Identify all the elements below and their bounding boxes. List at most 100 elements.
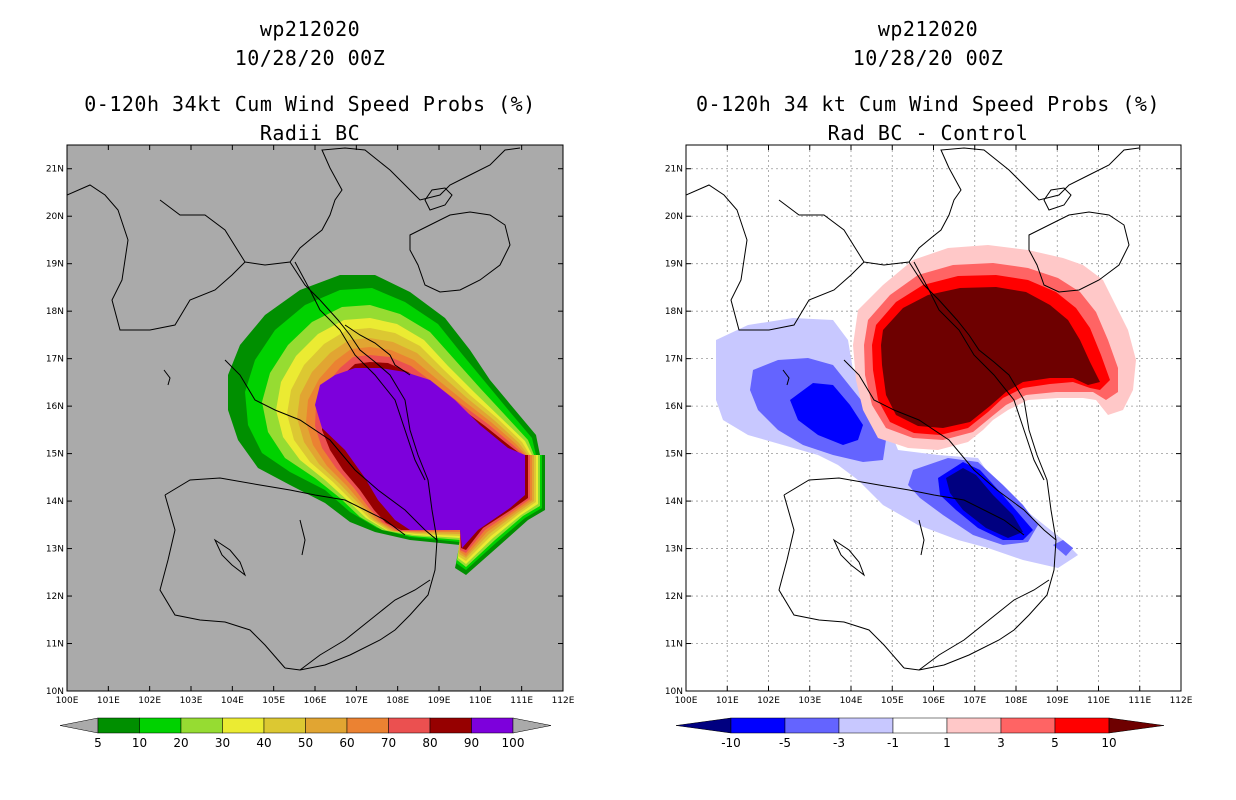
y-tick-label: 12N — [46, 592, 64, 602]
colorbar-label: -3 — [833, 736, 845, 750]
x-tick-label: 108E — [1005, 696, 1028, 706]
colorbar-label: 50 — [298, 736, 313, 750]
left-title-subtitle: Radii BC — [259, 121, 361, 145]
colorbar-label: 10 — [1101, 736, 1116, 750]
colorbar-swatch — [1000, 717, 1056, 734]
colorbar-swatch — [471, 717, 514, 734]
colorbar-swatch — [222, 717, 265, 734]
x-tick-label: 100E — [675, 696, 698, 706]
y-tick-label: 20N — [665, 212, 683, 222]
y-tick-label: 21N — [665, 165, 683, 175]
right-title-storm-id: wp212020 — [877, 17, 979, 41]
x-tick-label: 112E — [1170, 696, 1193, 706]
y-tick-label: 10N — [665, 687, 683, 697]
y-tick-label: 16N — [665, 402, 683, 412]
contour-90 — [315, 368, 525, 548]
x-tick-label: 110E — [469, 696, 492, 706]
right-title-product: 0-120h 34 kt Cum Wind Speed Probs (%) — [695, 92, 1161, 116]
colorbar-swatch — [946, 717, 1002, 734]
colorbar-label: -10 — [721, 736, 741, 750]
y-tick-label: 17N — [665, 355, 683, 365]
x-tick-label: 104E — [221, 696, 244, 706]
diff-neg-10 — [946, 468, 1023, 538]
diff-neg-3c — [1053, 540, 1073, 556]
x-tick-label: 111E — [1128, 696, 1151, 706]
colorbar-label: 100 — [502, 736, 525, 750]
colorbar-label: 40 — [256, 736, 271, 750]
x-tick-label: 103E — [180, 696, 203, 706]
colorbar-label: 90 — [464, 736, 479, 750]
left-coastline — [67, 147, 521, 671]
left-title-product: 0-120h 34kt Cum Wind Speed Probs (%) — [84, 92, 536, 116]
y-tick-label: 13N — [46, 545, 64, 555]
colorbar-label: -5 — [779, 736, 791, 750]
colorbar-swatch — [838, 717, 894, 734]
x-tick-label: 105E — [881, 696, 904, 706]
right-chart-title: wp212020 10/28/20 00Z 0-120h 34 kt Cum W… — [628, 15, 1228, 148]
x-tick-label: 107E — [345, 696, 368, 706]
y-tick-label: 12N — [665, 592, 683, 602]
colorbar-label: 10 — [132, 736, 147, 750]
colorbar-swatch — [263, 717, 306, 734]
right-axes: 100E 101E 102E 103E 104E 105E 106E 107E 108E 109E… — [665, 145, 1193, 706]
x-tick-label: 105E — [262, 696, 285, 706]
right-difference-map: 100E 101E 102E 103E 104E 105E 106E 107E 108E 109E… — [665, 144, 1193, 750]
right-title-subtitle: Rad BC - Control — [827, 121, 1029, 145]
colorbar-high-arrow — [1108, 717, 1165, 734]
x-tick-label: 108E — [386, 696, 409, 706]
left-title-date: 10/28/20 00Z — [234, 46, 386, 70]
y-tick-label: 11N — [665, 640, 683, 650]
y-tick-label: 15N — [46, 450, 64, 460]
left-probability-map: 100E 101E 102E 103E 104E 105E 106E 107E 108E 109E… — [46, 144, 575, 750]
left-colorbar: 5 10 20 30 40 50 60 70 80 90 100 — [59, 717, 552, 750]
colorbar-swatch — [730, 717, 786, 734]
x-tick-label: 100E — [56, 696, 79, 706]
y-tick-label: 19N — [665, 260, 683, 270]
colorbar-swatch — [388, 717, 431, 734]
x-tick-label: 112E — [552, 696, 575, 706]
colorbar-label: 5 — [1051, 736, 1059, 750]
x-tick-label: 109E — [428, 696, 451, 706]
diff-neg-5 — [790, 383, 863, 445]
right-coastline — [686, 147, 1140, 671]
x-tick-label: 102E — [757, 696, 780, 706]
colorbar-label: 5 — [94, 736, 102, 750]
colorbar-label: 30 — [215, 736, 230, 750]
colorbar-swatch — [97, 717, 140, 734]
colorbar-swatch — [346, 717, 389, 734]
left-axes: 100E 101E 102E 103E 104E 105E 106E 107E 108E 109E… — [46, 145, 575, 706]
y-tick-label: 21N — [46, 165, 64, 175]
diff-pos-10 — [881, 287, 1100, 428]
x-tick-label: 111E — [510, 696, 533, 706]
y-tick-label: 10N — [46, 687, 64, 697]
colorbar-low-arrow — [675, 717, 732, 734]
y-tick-label: 14N — [46, 497, 64, 507]
colorbar-swatch — [429, 717, 472, 734]
y-tick-label: 18N — [665, 307, 683, 317]
colorbar-label: 60 — [339, 736, 354, 750]
left-title-storm-id: wp212020 — [259, 17, 361, 41]
colorbar-swatch — [305, 717, 348, 734]
x-tick-label: 101E — [716, 696, 739, 706]
colorbar-label: 70 — [381, 736, 396, 750]
x-tick-label: 104E — [840, 696, 863, 706]
y-tick-label: 16N — [46, 402, 64, 412]
x-tick-label: 107E — [963, 696, 986, 706]
y-tick-label: 18N — [46, 307, 64, 317]
colorbar-low-arrow — [59, 717, 99, 734]
left-chart-title: wp212020 10/28/20 00Z 0-120h 34kt Cum Wi… — [10, 15, 610, 148]
y-tick-label: 17N — [46, 355, 64, 365]
colorbar-swatch — [180, 717, 223, 734]
x-tick-label: 102E — [138, 696, 161, 706]
right-difference-contours — [716, 245, 1136, 568]
colorbar-label: 20 — [173, 736, 188, 750]
colorbar-label: 1 — [943, 736, 951, 750]
colorbar-label: 3 — [997, 736, 1005, 750]
right-colorbar: -10 -5 -3 -1 1 3 5 10 — [675, 717, 1165, 750]
colorbar-swatch — [784, 717, 840, 734]
colorbar-swatch — [1054, 717, 1110, 734]
right-title-date: 10/28/20 00Z — [852, 46, 1004, 70]
colorbar-label: -1 — [887, 736, 899, 750]
y-tick-label: 11N — [46, 640, 64, 650]
y-tick-label: 19N — [46, 260, 64, 270]
